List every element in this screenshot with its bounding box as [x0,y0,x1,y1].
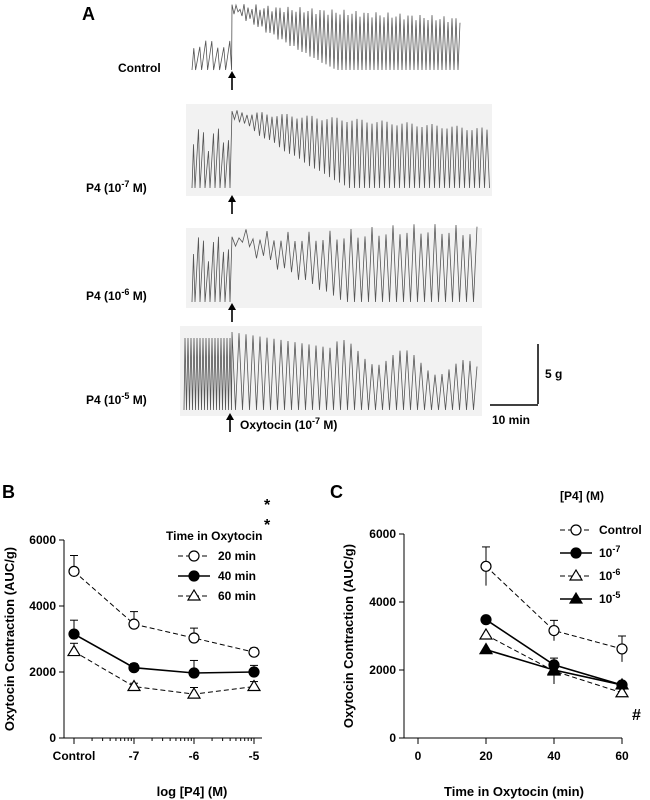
b-legend-marker [188,550,200,562]
c-point [616,643,628,655]
b-legend-entry: 20 min [218,549,256,563]
b-line-60min [73,651,255,695]
c-x-tick-label: 0 [415,749,422,763]
b-legend-marker [186,588,202,601]
panel-b: B 0 2000 4000 6000 Control -7 -6 -5 Oxytocin C… [2,482,271,799]
b-y-ticks: 0 2000 4000 6000 [29,533,64,745]
oxytocin-arrow-p4-1e-7 [228,195,236,214]
b-y-tick-label: 0 [49,731,56,745]
c-x-ticks: 0 20 40 60 [415,738,629,763]
oxytocin-label: Oxytocin (10-7 M) [240,416,337,432]
oxytocin-arrow-p4-1e-6 [228,303,236,322]
c-point [480,560,492,572]
c-annotation-hash: # [632,707,641,724]
c-y-tick-label: 6000 [369,527,396,541]
c-legend: Control 10-7 10-6 10-5 [560,523,642,606]
trace-label-control: Control [118,61,161,75]
b-legend-title: Time in Oxytocin [166,529,262,543]
b-point-40min [188,667,200,679]
b-legend-entry: 40 min [218,569,256,583]
trace-p4-1e-5 [183,331,478,411]
b-legend-marker [188,570,200,582]
c-point [478,642,494,655]
b-point-40min [68,628,80,640]
c-point [546,662,562,675]
c-point [480,614,492,626]
c-x-tick-label: 40 [547,749,561,763]
scale-time-label: 10 min [492,413,530,427]
c-legend-entry: 10-6 [599,567,620,583]
b-point-40min [248,666,260,678]
trace-p4-1e-6 [191,224,478,303]
c-point [614,677,630,690]
c-point [548,624,560,637]
b-annotation-40min: * [264,497,271,514]
b-y-tick-label: 6000 [29,533,56,547]
b-annotation-60min: * [264,517,271,534]
b-line-40min [73,633,255,674]
c-x-axis-label: Time in Oxytocin (min) [444,784,584,799]
trace-label-p4-1e-6: P4 (10-6 M) [86,287,147,303]
c-x-tick-label: 20 [479,749,493,763]
b-point-20min [188,632,200,644]
trace-label-p4-1e-5: P4 (10-5 M) [86,391,147,407]
scale-force-label: 5 g [545,367,562,381]
c-legend-entry: Control [599,523,642,537]
b-point-20min [128,618,140,630]
c-line-control [485,565,623,650]
c-point [478,627,494,640]
b-series [66,555,262,699]
panel-b-letter: B [2,482,15,502]
b-point-60min [246,679,262,692]
b-point-20min [68,565,80,577]
trace-label-p4-1e-7: P4 (10-7 M) [86,179,147,195]
b-x-ticks: Control -7 -6 -5 [53,738,260,763]
b-point-40min [128,662,140,674]
c-legend-marker [570,524,582,536]
b-x-tick-label: Control [53,749,96,763]
b-x-tick-label: -5 [249,749,260,763]
oxytocin-arrow-control [228,71,236,90]
c-point [614,685,630,698]
c-y-tick-label: 0 [389,731,396,745]
b-point-60min [66,644,82,657]
b-legend-entry: 60 min [218,589,256,603]
b-legend: 20 min 40 min 60 min [178,549,256,603]
b-point-60min [126,679,142,692]
c-series [478,546,630,698]
c-legend-title: [P4] (M) [560,489,604,503]
c-legend-marker [570,547,582,559]
c-x-tick-label: 60 [615,749,629,763]
b-point-60min [186,686,202,699]
b-y-tick-label: 4000 [29,599,56,613]
trace-p4-1e-7 [191,110,490,189]
b-x-axis-label: log [P4] (M) [157,784,228,799]
c-legend-marker [568,591,584,604]
c-y-tick-label: 4000 [369,595,396,609]
panel-c: C 0 2000 4000 6000 0 20 40 60 Oxytocin Contrac… [330,482,642,799]
panel-a: A Control P4 (10-7 M) P4 (10-6 M) P4 (10… [82,3,562,432]
b-x-tick-label: -7 [129,749,140,763]
panel-c-letter: C [330,482,343,502]
b-y-axis-label: Oxytocin Contraction (AUC/g) [2,547,17,731]
b-line-20min [73,570,255,653]
c-legend-marker [568,568,584,581]
b-y-tick-label: 2000 [29,665,56,679]
trace-control [191,3,461,71]
c-y-ticks: 0 2000 4000 6000 [369,527,404,745]
b-point-20min [248,646,260,658]
c-y-axis-label: Oxytocin Contraction (AUC/g) [341,544,356,728]
oxytocin-arrow-p4-1e-5 [226,413,234,432]
c-y-tick-label: 2000 [369,663,396,677]
c-legend-entry: 10-7 [599,544,620,560]
c-legend-entry: 10-5 [599,590,620,606]
panel-a-letter: A [82,4,95,24]
b-x-tick-label: -6 [189,749,200,763]
